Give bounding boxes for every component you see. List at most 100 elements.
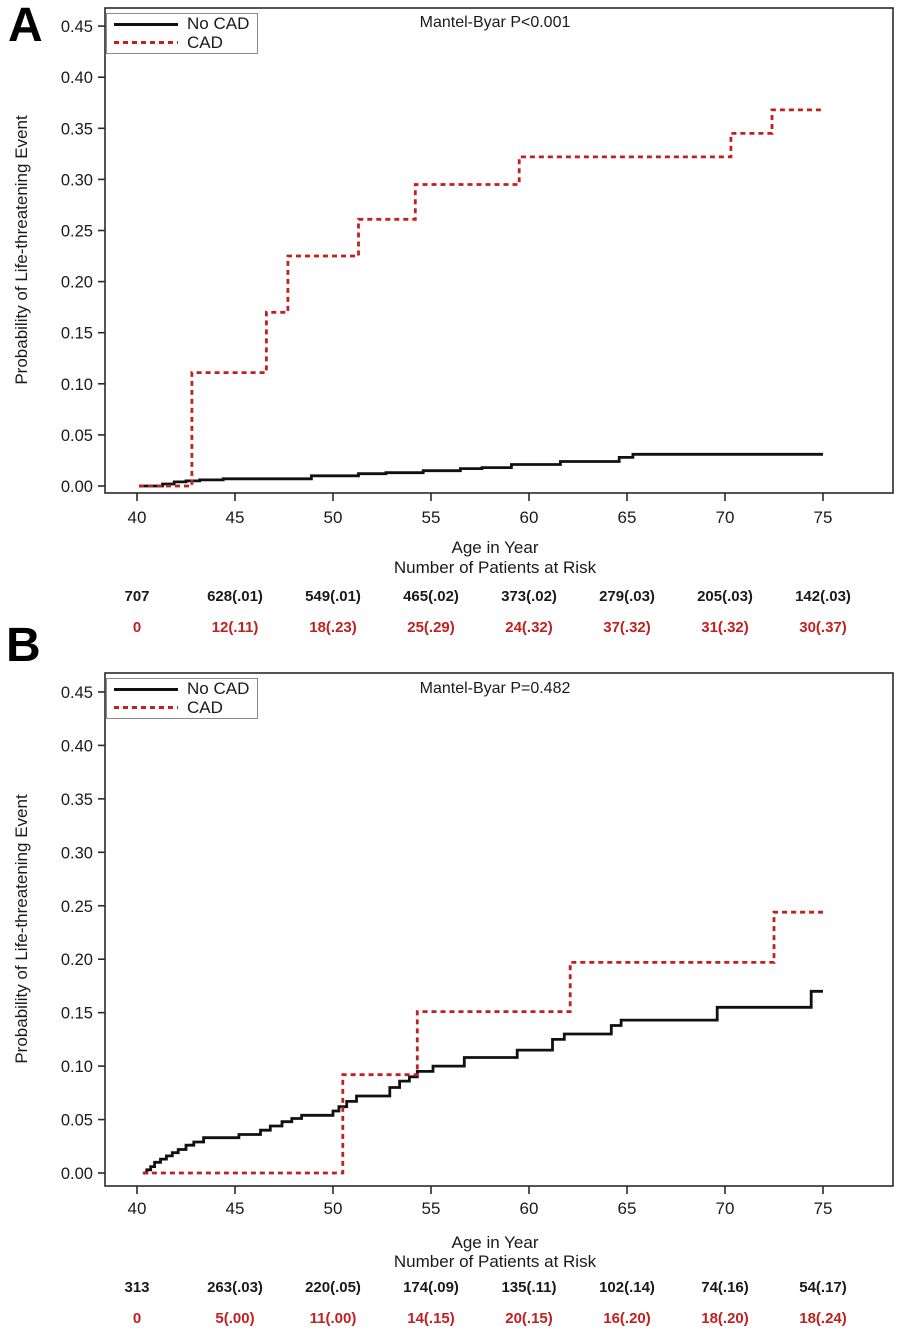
risk-cell: 16(.20) (603, 1310, 651, 1327)
panel-a-label: A (8, 0, 43, 52)
x-tick-label: 40 (128, 1199, 147, 1218)
legend-item-no-cad: No CAD (114, 679, 257, 699)
x-tick-label: 55 (422, 508, 441, 527)
risk-cell: 628(.01) (207, 588, 263, 605)
risk-cell: 174(.09) (403, 1279, 459, 1296)
risk-cell: 18(.20) (701, 1310, 749, 1327)
risk-cell: 18(.24) (799, 1310, 847, 1327)
risk-cell: 0 (132, 1310, 142, 1327)
x-tick-label: 65 (618, 508, 637, 527)
panel-b-risk-table-title: Number of Patients at Risk (393, 1252, 597, 1271)
risk-cell: 37(.32) (603, 619, 651, 636)
cad-line-sample (114, 41, 178, 45)
panel-a-legend: No CAD CAD (106, 13, 258, 54)
curve-cad (142, 910, 823, 1175)
y-tick-label: 0.05 (61, 1112, 93, 1130)
y-tick-label: 0.15 (61, 1005, 93, 1023)
y-tick-label: 0.45 (61, 684, 93, 702)
y-tick-label: 0.40 (61, 737, 93, 755)
risk-cell: 465(.02) (403, 588, 459, 605)
curve-cad (139, 108, 823, 488)
risk-cell: 30(.37) (799, 619, 847, 636)
curve-no-cad (142, 989, 823, 1175)
y-tick-label: 0.40 (61, 69, 93, 87)
risk-cell: 14(.15) (407, 1310, 455, 1327)
risk-cell: 220(.05) (305, 1279, 361, 1296)
panel-b-y-axis-title: Probability of Life-threatening Event (12, 794, 31, 1064)
risk-cell: 279(.03) (599, 588, 655, 605)
risk-cell: 313 (124, 1279, 150, 1296)
y-tick-label: 0.35 (61, 120, 93, 138)
legend-label: CAD (187, 697, 223, 717)
x-tick-label: 55 (422, 1199, 441, 1218)
y-tick-label: 0.15 (61, 325, 93, 343)
y-tick-label: 0.25 (61, 223, 93, 241)
legend-item-no-cad: No CAD (114, 14, 257, 34)
x-tick-label: 70 (716, 1199, 735, 1218)
risk-cell: 5(.00) (215, 1310, 255, 1327)
risk-cell: 54(.17) (799, 1279, 847, 1296)
panel-b-label: B (6, 619, 41, 672)
panel-a-pvalue: Mantel-Byar P<0.001 (419, 14, 571, 31)
legend-label: CAD (187, 32, 223, 52)
risk-cell: 31(.32) (701, 619, 749, 636)
panel-b-legend: No CAD CAD (106, 678, 258, 719)
x-tick-label: 50 (324, 1199, 343, 1218)
risk-cell: 102(.14) (599, 1279, 655, 1296)
x-tick-label: 75 (814, 1199, 833, 1218)
panel-a-x-axis-title: Age in Year (451, 538, 539, 557)
cad-line-sample (114, 706, 178, 710)
curve-no-cad (139, 452, 823, 488)
y-tick-label: 0.30 (61, 171, 93, 189)
risk-cell: 11(.00) (309, 1310, 357, 1327)
y-tick-label: 0.45 (61, 18, 93, 36)
no-cad-line-sample (114, 22, 178, 26)
y-tick-label: 0.10 (61, 1058, 93, 1076)
risk-cell: 74(.16) (701, 1279, 749, 1296)
y-tick-label: 0.20 (61, 274, 93, 292)
risk-cell: 12(.11) (211, 619, 259, 636)
legend-label: No CAD (187, 679, 250, 699)
legend-label: No CAD (187, 14, 250, 34)
x-tick-label: 70 (716, 508, 735, 527)
x-tick-label: 45 (226, 1199, 245, 1218)
y-tick-label: 0.00 (61, 478, 93, 496)
y-tick-label: 0.25 (61, 898, 93, 916)
y-tick-label: 0.20 (61, 951, 93, 969)
panel-b-pvalue: Mantel-Byar P=0.482 (419, 680, 571, 697)
risk-cell: 373(.02) (501, 588, 557, 605)
x-tick-label: 40 (128, 508, 147, 527)
panel-a-risk-table-title: Number of Patients at Risk (393, 558, 597, 577)
plot-box (104, 672, 894, 1187)
risk-cell: 263(.03) (207, 1279, 263, 1296)
x-tick-label: 60 (520, 508, 539, 527)
risk-cell: 25(.29) (407, 619, 455, 636)
panel-b-x-axis-title: Age in Year (451, 1233, 539, 1252)
y-tick-label: 0.05 (61, 427, 93, 445)
risk-cell: 707 (124, 588, 150, 605)
x-tick-label: 75 (814, 508, 833, 527)
y-tick-label: 0.30 (61, 844, 93, 862)
y-tick-label: 0.00 (61, 1165, 93, 1183)
risk-cell: 205(.03) (697, 588, 753, 605)
x-tick-label: 45 (226, 508, 245, 527)
risk-cell: 549(.01) (305, 588, 361, 605)
risk-cell: 142(.03) (795, 588, 851, 605)
y-tick-label: 0.35 (61, 791, 93, 809)
risk-cell: 135(.11) (501, 1279, 557, 1296)
y-tick-label: 0.10 (61, 376, 93, 394)
x-tick-label: 65 (618, 1199, 637, 1218)
legend-item-cad: CAD (114, 697, 257, 717)
x-tick-label: 60 (520, 1199, 539, 1218)
x-tick-label: 50 (324, 508, 343, 527)
risk-cell: 24(.32) (505, 619, 553, 636)
risk-cell: 18(.23) (309, 619, 357, 636)
risk-cell: 0 (132, 619, 142, 636)
legend-item-cad: CAD (114, 32, 257, 52)
risk-cell: 20(.15) (505, 1310, 553, 1327)
panel-a-y-axis-title: Probability of Life-threatening Event (12, 115, 31, 385)
no-cad-line-sample (114, 687, 178, 691)
plot-box (104, 7, 894, 494)
